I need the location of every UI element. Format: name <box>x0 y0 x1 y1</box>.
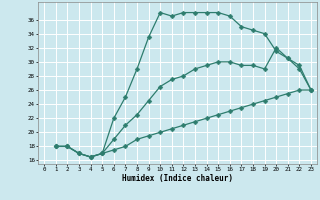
X-axis label: Humidex (Indice chaleur): Humidex (Indice chaleur) <box>122 174 233 183</box>
